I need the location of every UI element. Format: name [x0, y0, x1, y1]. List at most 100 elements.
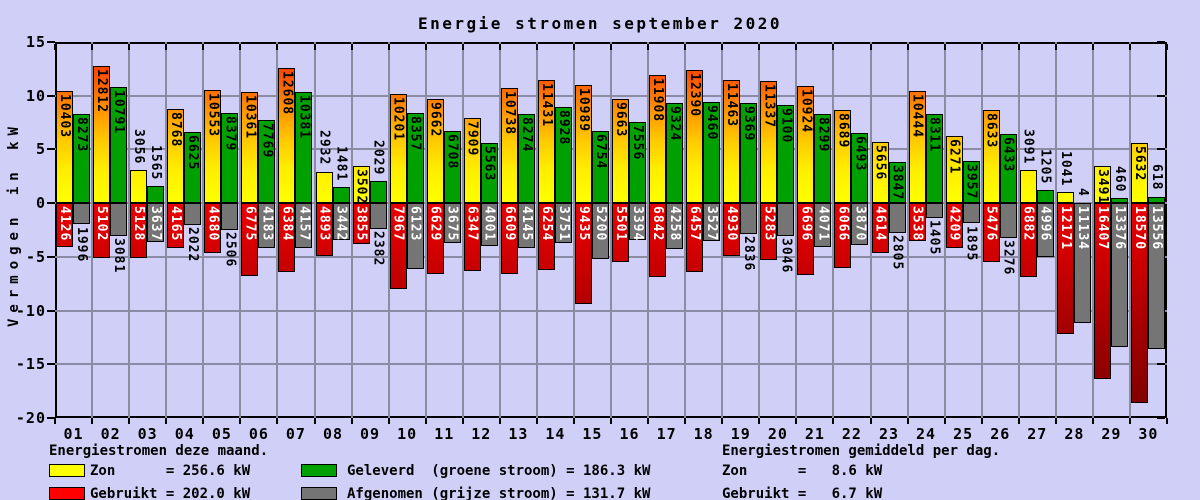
- x-tick-label: 17: [656, 425, 677, 443]
- bar-zon-19: [723, 80, 741, 204]
- bar-label-zon-19: 11463: [724, 83, 740, 128]
- bar-label-grey-19: 2836: [741, 235, 757, 271]
- x-tick-top: [350, 44, 353, 50]
- bar-grey-12: [480, 203, 498, 247]
- v-gridline: [313, 42, 316, 418]
- x-tick-top: [1166, 44, 1168, 50]
- bar-red-23: [871, 203, 889, 253]
- x-tick-bottom: [1128, 418, 1131, 424]
- bar-label-zon-02: 12812: [94, 68, 110, 113]
- bar-green-16: [629, 122, 646, 204]
- x-tick-label: 28: [1064, 425, 1085, 443]
- bar-label-grey-15: 5200: [592, 206, 608, 242]
- y-tick-label: -20: [15, 409, 46, 427]
- bar-label-zon-16: 9663: [613, 102, 628, 138]
- bar-label-zon-10: 10201: [390, 96, 406, 141]
- bar-zon-17: [649, 75, 667, 204]
- v-gridline: [535, 42, 538, 418]
- x-tick-bottom: [758, 418, 761, 424]
- bar-label-zon-05: 10553: [205, 92, 221, 137]
- x-tick-bottom: [610, 418, 612, 424]
- bar-red-02: [93, 203, 111, 258]
- bar-label-green-20: 9100: [778, 108, 794, 144]
- bar-label-grey-13: 4145: [518, 206, 534, 242]
- bar-label-green-26: 6433: [1000, 137, 1016, 173]
- x-tick-label: 09: [360, 425, 381, 443]
- bar-label-grey-23: 2805: [889, 235, 905, 271]
- bar-label-zon-09: 3502: [353, 168, 369, 204]
- legend-label-zon: Zon = 256.6 kW: [90, 463, 251, 479]
- x-tick-bottom: [795, 418, 798, 424]
- y-tick-left: [47, 148, 55, 151]
- x-tick-bottom: [1054, 418, 1057, 424]
- bar-label-red-25: 4209: [946, 206, 962, 242]
- bar-label-zon-11: 9662: [427, 102, 443, 138]
- bar-label-grey-04: 2022: [185, 226, 201, 263]
- x-tick-label: 07: [285, 425, 306, 443]
- v-gridline: [350, 42, 353, 418]
- bar-red-15: [574, 203, 592, 305]
- y-tick-label: 5: [35, 140, 46, 159]
- bar-label-green-22: 6493: [852, 136, 868, 172]
- bar-grey-26: [999, 203, 1017, 239]
- y-tick-label: 15: [25, 33, 46, 51]
- legend-label-geleverd: Geleverd (groene stroom) = 186.3 kW: [347, 463, 651, 479]
- bar-label-grey-21: 4071: [815, 206, 831, 242]
- bar-red-25: [945, 203, 963, 249]
- x-tick-label: 24: [916, 425, 937, 443]
- y-tick-right: [1157, 94, 1165, 97]
- bar-red-06: [241, 203, 259, 276]
- bar-grey-20: [777, 203, 795, 236]
- bar-label-zon-17: 11908: [650, 78, 666, 123]
- bar-label-green-30: 618: [1148, 164, 1164, 191]
- y-axis-title: Vermogen in kW: [6, 121, 22, 328]
- bar-green-10: [406, 113, 424, 204]
- bar-red-10: [389, 203, 407, 289]
- bar-grey-15: [591, 203, 609, 259]
- bar-label-green-29: 460: [1111, 165, 1127, 193]
- legend-swatch-zon: [49, 464, 85, 477]
- v-gridline: [239, 42, 242, 418]
- bar-label-grey-06: 4183: [259, 206, 275, 242]
- bar-zon-08: [315, 171, 333, 204]
- x-tick-top: [1128, 44, 1131, 50]
- x-tick-top: [128, 44, 131, 50]
- bar-green-05: [221, 113, 239, 204]
- bar-label-green-03: 1565: [148, 145, 164, 181]
- bar-green-02: [110, 87, 128, 204]
- x-tick-label: 19: [730, 425, 751, 443]
- bar-red-13: [500, 203, 518, 275]
- legend-label-gebruikt: Gebruikt = 202.0 kW: [90, 486, 251, 500]
- y-tick-left: [47, 417, 55, 419]
- bar-green-12: [480, 143, 498, 204]
- y-tick-right: [1157, 41, 1165, 43]
- bar-label-green-28: 4: [1074, 188, 1090, 198]
- bar-grey-01: [73, 203, 90, 225]
- x-tick-top: [832, 44, 835, 50]
- bar-zon-16: [612, 99, 629, 204]
- bar-zon-22: [834, 109, 852, 204]
- x-tick-top: [647, 44, 650, 50]
- bar-label-green-23: 3847: [889, 164, 905, 201]
- bar-label-grey-11: 3675: [444, 206, 460, 242]
- bar-label-grey-30: 13556: [1148, 206, 1164, 251]
- bar-zon-09: [352, 165, 370, 204]
- bar-red-20: [760, 203, 778, 260]
- bar-red-21: [797, 203, 815, 275]
- x-tick-bottom: [498, 418, 501, 424]
- x-tick-label: 26: [990, 425, 1011, 443]
- bar-zon-15: [574, 85, 592, 204]
- x-tick-top: [498, 44, 501, 50]
- bar-grey-16: [629, 203, 646, 240]
- v-gridline: [758, 42, 761, 418]
- legend-heading-daily-avg: Energiestromen gemiddeld per dag.: [722, 443, 1001, 459]
- bar-label-grey-18: 3527: [704, 206, 720, 242]
- y-tick-right: [1157, 363, 1165, 366]
- x-tick-bottom: [91, 418, 94, 424]
- v-gridline: [943, 42, 946, 418]
- bar-label-zon-06: 10361: [242, 94, 258, 139]
- bar-label-zon-04: 8768: [168, 111, 184, 148]
- bar-label-grey-12: 4001: [481, 206, 497, 242]
- bar-label-grey-05: 2506: [222, 232, 238, 268]
- x-tick-bottom: [647, 418, 650, 424]
